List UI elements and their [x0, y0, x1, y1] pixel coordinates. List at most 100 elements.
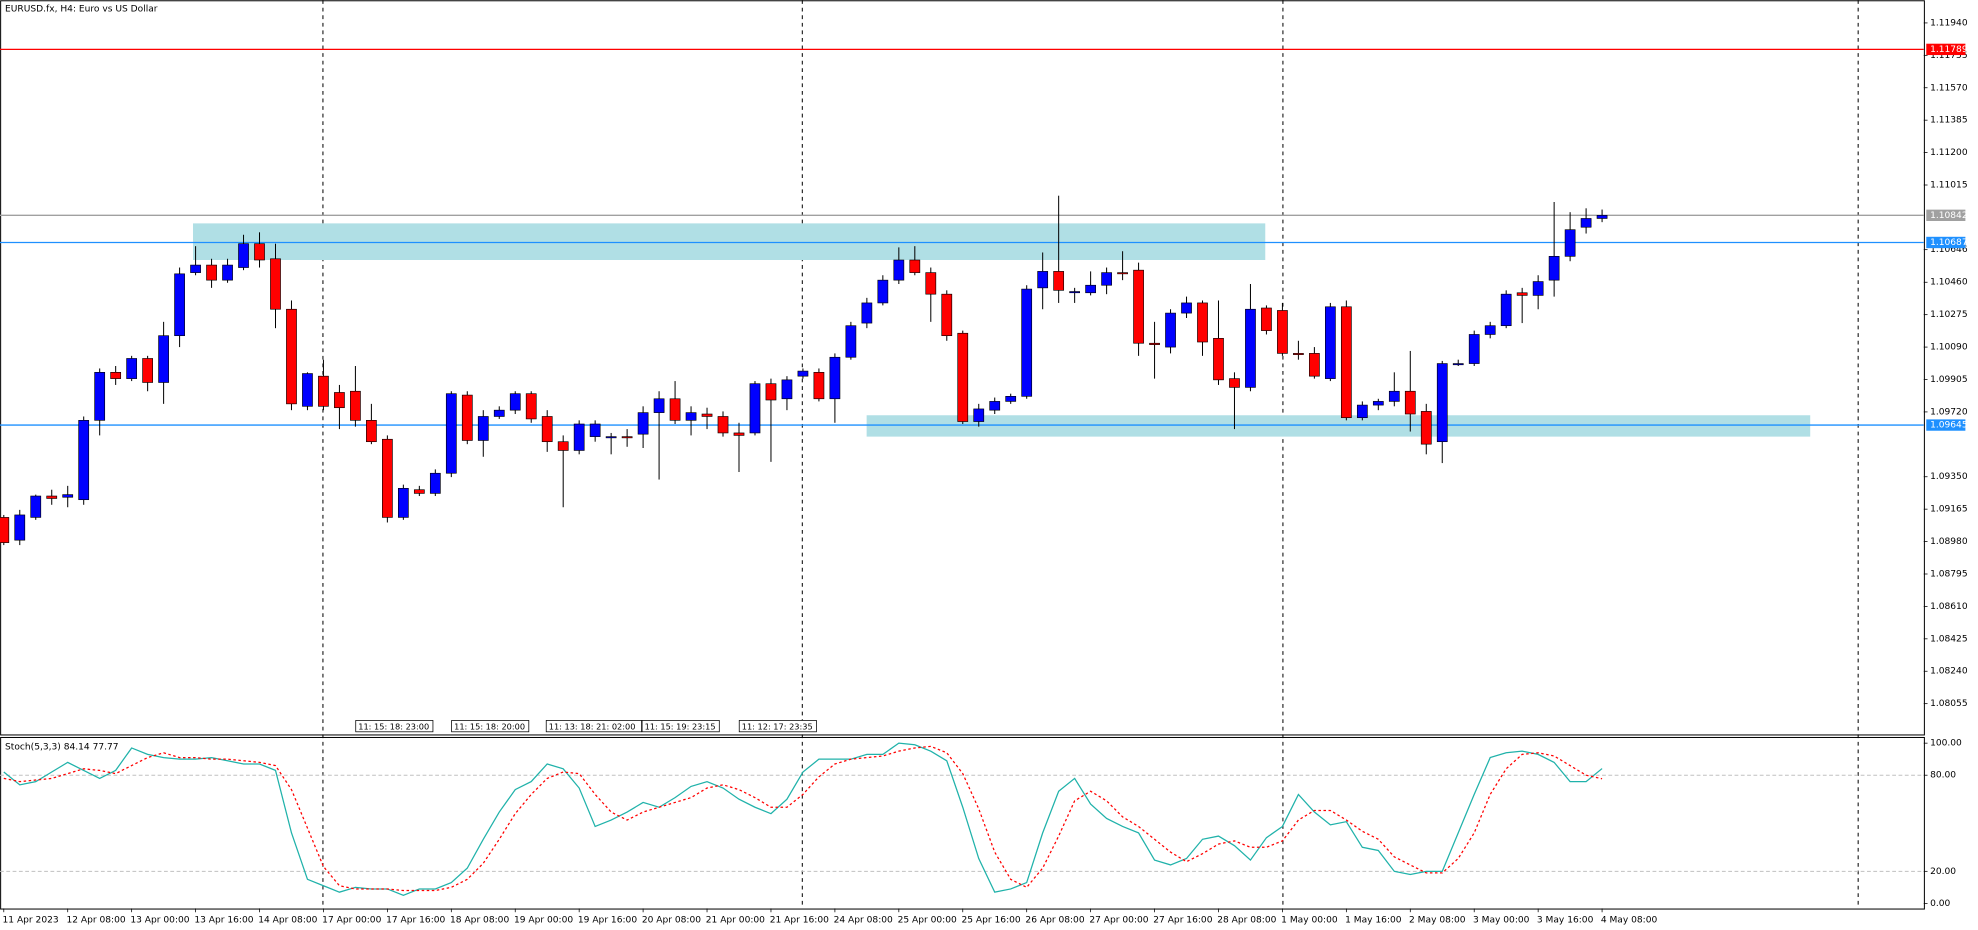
candle-body [445, 393, 457, 474]
x-tick-label: 12 Apr 08:00 [66, 915, 125, 925]
x-tick-label: 3 May 00:00 [1473, 915, 1530, 925]
x-tick-label: 1 May 00:00 [1281, 915, 1338, 925]
candle-body [541, 416, 553, 443]
candle-body [382, 438, 393, 518]
candle-body [989, 401, 1001, 411]
candle-body [174, 273, 185, 337]
candle-body [1452, 363, 1464, 366]
session-box [545, 720, 642, 733]
x-tick-label: 27 Apr 00:00 [1089, 915, 1148, 925]
session-label: 11: 15: 18: 20:00 [454, 721, 525, 731]
candle-body [190, 264, 201, 273]
x-tick-label: 13 Apr 16:00 [194, 915, 253, 925]
candle-body [957, 332, 969, 422]
candle-body [1037, 271, 1049, 289]
candle-body [1133, 269, 1144, 344]
y-tick-label: 1.08425 [1930, 634, 1968, 644]
candle-body [1021, 288, 1033, 397]
candle-body [1340, 306, 1352, 419]
y-tick-label: 1.08980 [1930, 537, 1968, 547]
candle-body [1532, 281, 1544, 296]
candle-body [781, 379, 793, 400]
level-label: 1.09645 [1930, 421, 1968, 431]
candle-body [877, 279, 889, 304]
candle-body [669, 398, 681, 421]
x-tick-label: 28 Apr 08:00 [1217, 915, 1276, 925]
candle-body [1165, 312, 1176, 348]
candle-body [1069, 291, 1081, 294]
chart-title: EURUSD.fx, H4: Euro vs US Dollar [5, 4, 158, 14]
y-tick-label: 1.09165 [1930, 505, 1968, 515]
x-tick-label: 24 Apr 08:00 [834, 915, 893, 925]
candle-body [142, 358, 153, 383]
candle-body [1293, 353, 1304, 355]
candle-body [1085, 284, 1096, 294]
candle-body [493, 409, 505, 417]
x-tick-label: 27 Apr 16:00 [1153, 915, 1212, 925]
candle-body [350, 390, 361, 421]
x-tick-label: 17 Apr 16:00 [386, 915, 445, 925]
y-tick-label: 1.08240 [1930, 667, 1968, 677]
candle-body [1101, 272, 1112, 286]
x-tick-label: 13 Apr 00:00 [130, 915, 189, 925]
candle-body [1117, 272, 1128, 275]
y-tick-label: 1.08610 [1930, 602, 1968, 612]
x-tick-label: 1 May 16:00 [1345, 915, 1402, 925]
candle-body [254, 243, 265, 261]
level-label-bg [1926, 209, 1966, 221]
candle-body [1325, 306, 1336, 379]
candle-body [1564, 229, 1576, 257]
candle-body [0, 517, 10, 543]
candle-body [1388, 390, 1400, 402]
candle-body [14, 514, 26, 541]
candle-body [589, 423, 601, 437]
candle-body [829, 356, 841, 400]
candle-body [30, 495, 42, 518]
x-tick-label: 26 Apr 08:00 [1025, 915, 1084, 925]
x-tick-label: 14 Apr 08:00 [258, 915, 317, 925]
candle-body [845, 325, 857, 358]
candle-body [94, 372, 106, 421]
candle-body [525, 393, 537, 420]
candle-body [78, 420, 90, 501]
x-tick-label: 25 Apr 16:00 [961, 915, 1020, 925]
x-tick-label: 25 Apr 00:00 [898, 915, 957, 925]
y-tick-label: 1.11940 [1930, 18, 1968, 28]
candle-body [1277, 310, 1288, 354]
y-tick-label: 1.10460 [1930, 278, 1968, 288]
candle-body [477, 416, 489, 441]
stoch-line [3, 742, 1603, 897]
y-tick-label: 100.00 [1930, 739, 1962, 749]
candle-body [1436, 363, 1448, 443]
x-tick-label: 19 Apr 00:00 [514, 915, 573, 925]
y-tick-label: 20.00 [1930, 867, 1956, 877]
candle-body [1181, 302, 1192, 314]
zone [866, 415, 1811, 437]
y-tick-label: 1.09720 [1930, 407, 1968, 417]
session-label: 11: 15: 18: 23:00 [358, 721, 429, 731]
y-tick-label: 1.11200 [1930, 148, 1968, 158]
candle-body [717, 416, 729, 434]
y-tick-label: 1.11015 [1930, 181, 1968, 191]
y-tick-label: 0.00 [1930, 899, 1950, 909]
y-tick-label: 1.09905 [1930, 375, 1968, 385]
y-tick-label: 1.10646 [1930, 245, 1968, 255]
candle-body [653, 398, 665, 413]
level-label: 1.10842 [1930, 211, 1968, 221]
candle-body [1229, 378, 1240, 388]
candle-body [1404, 390, 1416, 415]
candle-body [573, 423, 585, 451]
candle-body [1005, 396, 1017, 402]
y-tick-label: 1.11570 [1930, 83, 1968, 93]
candle-body [461, 394, 473, 441]
candle-body [925, 272, 937, 295]
candle-body [637, 412, 649, 435]
candle-body [222, 264, 233, 281]
candle-body [605, 436, 617, 439]
candle-body [46, 495, 58, 499]
candle-body [1245, 308, 1256, 388]
candle-body [701, 413, 713, 417]
candle-body [286, 308, 297, 405]
candle-body [1548, 256, 1560, 281]
